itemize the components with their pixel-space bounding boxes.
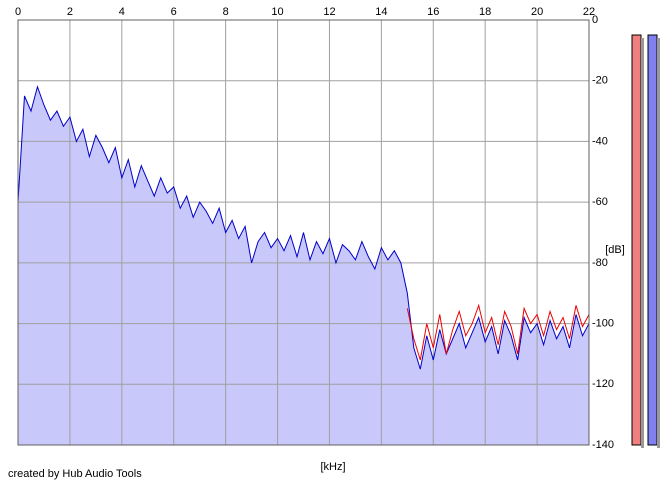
y-tick-label: 0 [592,14,598,26]
credit: created by Hub Audio Tools [8,468,142,480]
y-axis-label: [dB] [605,244,625,256]
meter-right [647,34,658,446]
x-tick-label: 22 [583,6,595,18]
y-tick-label: -120 [592,378,614,390]
x-tick-label: 0 [15,6,21,18]
x-tick-label: 14 [375,6,387,18]
y-tick-label: -140 [592,439,614,451]
x-tick-label: 16 [427,6,439,18]
x-tick-label: 8 [223,6,229,18]
x-tick-label: 4 [119,6,125,18]
x-tick-label: 6 [171,6,177,18]
meter-shadow [641,38,644,448]
x-tick-label: 10 [271,6,283,18]
spectrum-line [17,85,590,370]
x-tick-label: 2 [67,6,73,18]
y-tick-label: -100 [592,317,614,329]
plot-frame [17,19,590,446]
x-tick-label: 20 [531,6,543,18]
x-axis-label: [kHz] [320,461,345,473]
y-tick-label: -20 [592,75,608,87]
meter-shadow [657,38,660,448]
y-tick-label: -60 [592,196,608,208]
spectrum-line [406,303,590,361]
x-tick-label: 18 [479,6,491,18]
y-tick-label: -80 [592,257,608,269]
meter-left [631,34,642,446]
area [18,86,589,446]
y-tick-label: -40 [592,135,608,147]
x-tick-label: 12 [323,6,335,18]
